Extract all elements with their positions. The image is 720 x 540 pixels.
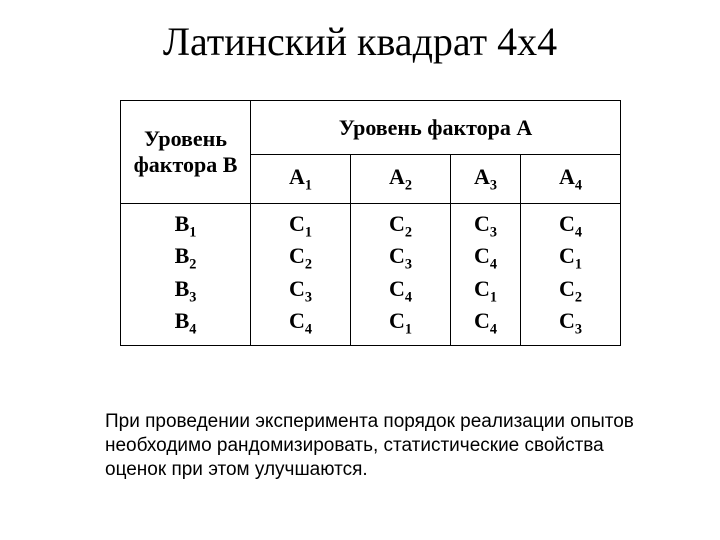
col-header-a2: А2 <box>351 155 451 204</box>
table: Уровень фактора В Уровень фактора А А1 А… <box>120 100 621 346</box>
caption-text: При проведении эксперимента порядок реал… <box>105 410 635 481</box>
slide-title: Латинский квадрат 4х4 <box>0 18 720 65</box>
col-header-a4: А4 <box>521 155 621 204</box>
cell-col-4: С4С1С2С3 <box>521 204 621 346</box>
row-header-b: В1В2В3В4 <box>121 204 251 346</box>
cell-col-2: С2С3С4С1 <box>351 204 451 346</box>
header-factor-a: Уровень фактора А <box>251 101 621 155</box>
cell-col-1: С1С2С3С4 <box>251 204 351 346</box>
header-factor-b: Уровень фактора В <box>121 101 251 204</box>
cell-col-3: С3С4С1С4 <box>451 204 521 346</box>
latin-square-table: Уровень фактора В Уровень фактора А А1 А… <box>120 100 620 346</box>
slide: Латинский квадрат 4х4 Уровень фактора В … <box>0 0 720 540</box>
col-header-a1: А1 <box>251 155 351 204</box>
col-header-a3: А3 <box>451 155 521 204</box>
